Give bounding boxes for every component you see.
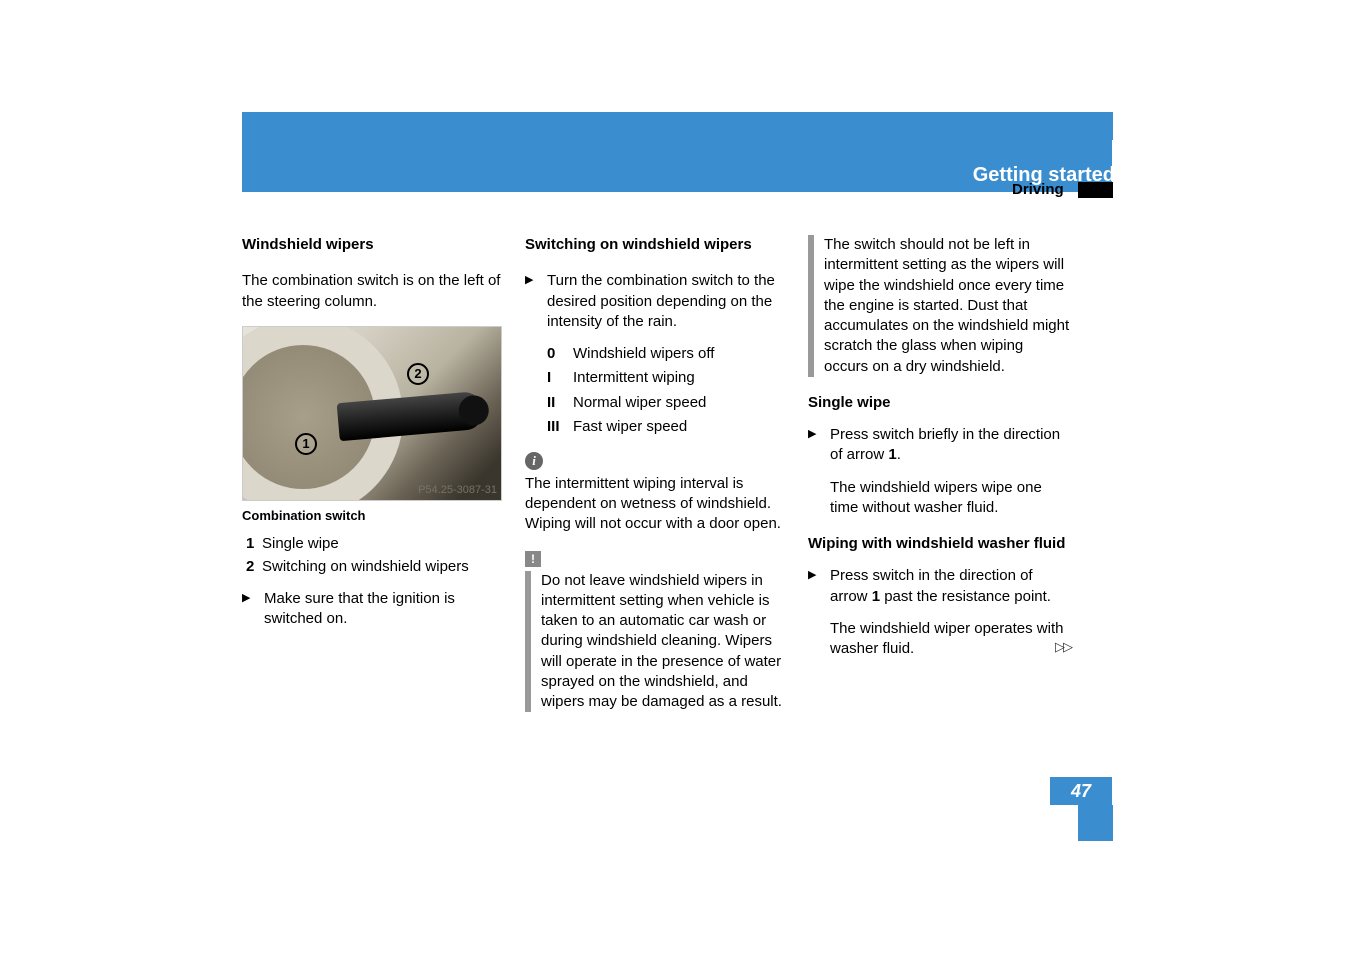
legend-row-1: 1Single wipe: [246, 534, 505, 554]
col1-title: Windshield wipers: [242, 235, 505, 255]
header-bar-top: [242, 112, 1113, 140]
sw-step-text-c: .: [897, 446, 901, 463]
setting-0-val: Windshield wipers off: [573, 344, 714, 364]
setting-I-val: Intermittent wiping: [573, 368, 695, 388]
setting-0: 0Windshield wipers off: [547, 344, 788, 364]
caution-icon: !: [525, 551, 541, 567]
legend-row-2: 2Switching on windshield wipers: [246, 557, 505, 577]
page-number: 47: [1050, 777, 1112, 805]
column-3: The switch should not be left in intermi…: [808, 235, 1071, 728]
setting-II-key: II: [547, 393, 573, 413]
setting-II: IINormal wiper speed: [547, 393, 788, 413]
washer-step-ref: 1: [872, 588, 880, 605]
washer-result-text: The windshield wiper operates with washe…: [830, 620, 1063, 657]
washer-result: The windshield wiper operates with washe…: [808, 619, 1071, 660]
washer-step: Press switch in the direction of arrow 1…: [808, 566, 1071, 607]
col1-step-1: Make sure that the ignition is switched …: [242, 589, 505, 630]
combination-switch-figure: 1 2 P54.25-3087-31: [242, 326, 502, 501]
side-tab: [1078, 805, 1113, 841]
col1-intro: The combination switch is on the left of…: [242, 271, 505, 312]
setting-0-key: 0: [547, 344, 573, 364]
legend-2-num: 2: [246, 557, 262, 577]
setting-I: IIntermittent wiping: [547, 368, 788, 388]
legend-1-num: 1: [246, 534, 262, 554]
figure-legend: 1Single wipe 2Switching on windshield wi…: [246, 534, 505, 577]
washer-step-text-c: past the resistance point.: [880, 588, 1051, 605]
sw-step-text-a: Press switch briefly in the direction of…: [830, 426, 1060, 463]
wiper-settings-list: 0Windshield wipers off IIntermittent wip…: [525, 344, 788, 437]
setting-III: IIIFast wiper speed: [547, 417, 788, 437]
figure-watermark: P54.25-3087-31: [418, 483, 497, 498]
content-columns: Windshield wipers The combination switch…: [242, 235, 1072, 728]
col2-title: Switching on windshield wipers: [525, 235, 788, 255]
column-1: Windshield wipers The combination switch…: [242, 235, 505, 728]
setting-III-val: Fast wiper speed: [573, 417, 687, 437]
setting-I-key: I: [547, 368, 573, 388]
continue-icon: ▷▷: [1055, 638, 1071, 656]
column-2: Switching on windshield wipers Turn the …: [525, 235, 788, 728]
col2-step-1: Turn the combination switch to the desir…: [525, 271, 788, 332]
setting-III-key: III: [547, 417, 573, 437]
info-icon: i: [525, 452, 543, 470]
single-wipe-step: Press switch briefly in the direction of…: [808, 425, 1071, 466]
sw-step-ref: 1: [888, 446, 896, 463]
single-wipe-result: The windshield wipers wipe one time with…: [808, 478, 1071, 519]
setting-II-val: Normal wiper speed: [573, 393, 706, 413]
section-title: Driving: [1012, 180, 1064, 200]
figure-caption: Combination switch: [242, 507, 505, 525]
legend-2-text: Switching on windshield wipers: [262, 558, 469, 575]
caution-note-2: The switch should not be left in intermi…: [808, 235, 1071, 377]
washer-heading: Wiping with windshield washer fluid: [808, 534, 1071, 554]
callout-1: 1: [295, 433, 317, 455]
caution-note-1: Do not leave windshield wipers in interm…: [525, 571, 788, 713]
callout-2: 2: [407, 363, 429, 385]
legend-1-text: Single wipe: [262, 535, 339, 552]
info-note: The intermittent wiping interval is depe…: [525, 474, 788, 535]
single-wipe-heading: Single wipe: [808, 393, 1071, 413]
header-tab-black: [1078, 182, 1113, 198]
